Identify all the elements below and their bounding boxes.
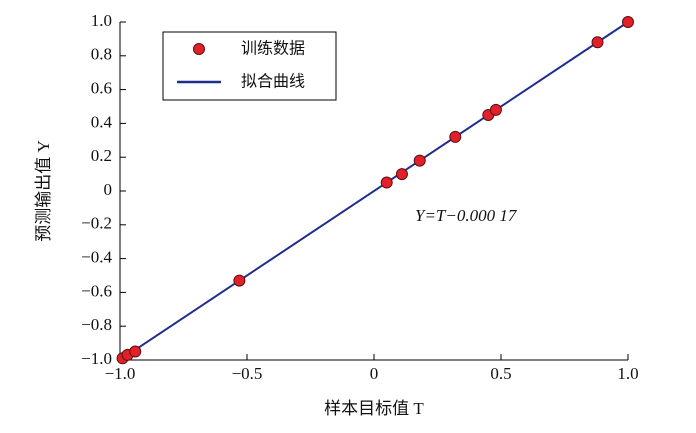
x-tick-label: 1.0: [617, 364, 638, 383]
data-point: [591, 36, 604, 49]
y-axis-label: 预测输出值 Y: [34, 140, 53, 242]
data-point: [449, 130, 462, 143]
legend-label: 训练数据: [241, 39, 305, 58]
data-point: [413, 154, 426, 167]
x-tick-label: 0: [370, 364, 379, 383]
data-point: [129, 345, 142, 358]
y-tick-label: −0.2: [81, 214, 112, 233]
y-tick-label: 0.4: [91, 112, 113, 131]
legend-marker: [193, 43, 205, 55]
y-tick-label: −0.4: [81, 248, 112, 267]
data-point: [395, 168, 408, 181]
y-tick-label: −0.8: [81, 315, 112, 334]
y-tick-label: 0: [104, 180, 113, 199]
fit-line: [119, 21, 629, 361]
data-point: [622, 16, 634, 28]
y-tick-label: 0.6: [91, 79, 112, 98]
y-tick-label: −1.0: [81, 349, 112, 368]
x-tick-label: −0.5: [232, 364, 263, 383]
y-tick-label: −0.6: [81, 281, 112, 300]
x-tick-label: −1.0: [105, 364, 136, 383]
y-tick-label: 0.2: [91, 146, 112, 165]
annotation: Y=T−0.000 17: [415, 206, 518, 225]
y-tick-label: 1.0: [91, 11, 112, 30]
data-point: [380, 176, 393, 189]
x-axis-label: 样本目标值 T: [324, 399, 424, 418]
y-tick-label: 0.8: [91, 45, 112, 64]
legend-label: 拟合曲线: [241, 72, 305, 91]
data-point: [233, 274, 246, 287]
x-tick-label: 0.5: [490, 364, 511, 383]
data-point: [489, 103, 502, 116]
legend-box: [162, 31, 337, 101]
